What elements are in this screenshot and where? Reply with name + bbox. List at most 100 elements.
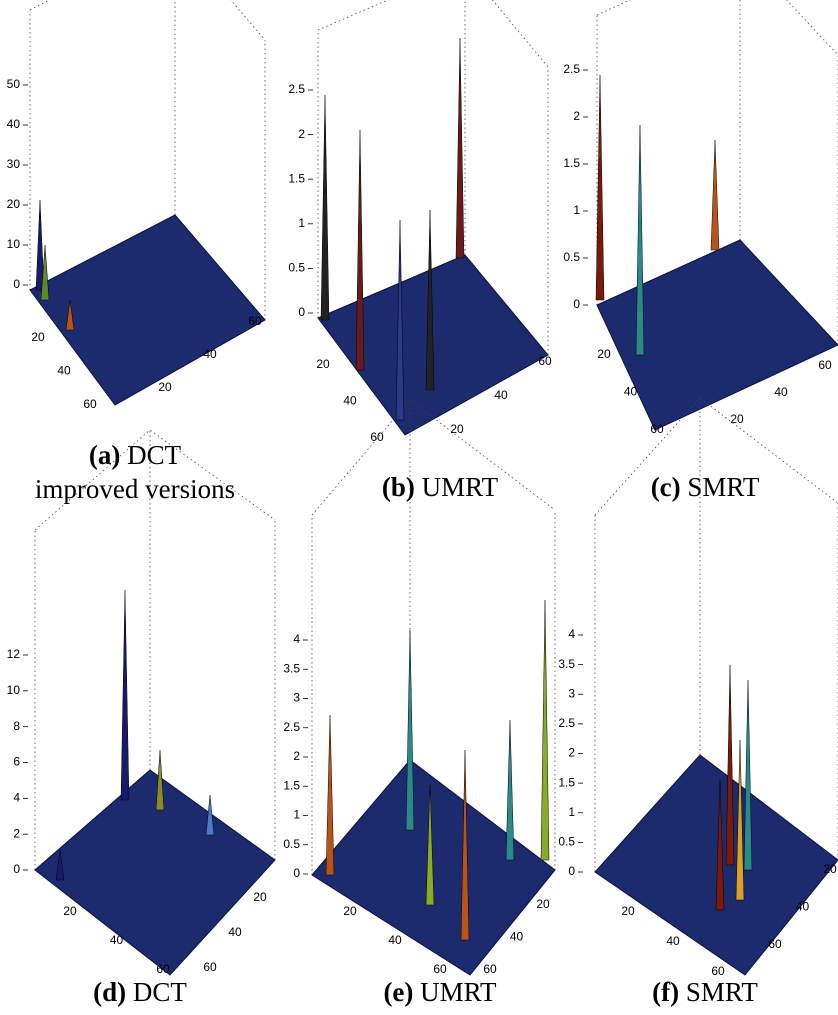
surface-peak — [735, 739, 745, 901]
caption: (f) SMRT — [652, 977, 758, 1007]
z-tick-label: 2 — [573, 109, 580, 123]
box-edge — [596, 0, 838, 56]
caption: (b) UMRT — [382, 472, 499, 502]
axis-tick-label: 60 — [768, 937, 782, 951]
surface-floor — [34, 769, 276, 976]
z-tick-label: 3 — [293, 691, 300, 705]
z-tick-label: 0 — [13, 862, 20, 876]
surface-floor — [596, 239, 838, 431]
z-tick-label: 0 — [13, 277, 20, 291]
axis-tick-label: 60 — [83, 397, 97, 411]
z-tick-label: 3.5 — [283, 661, 300, 675]
axis-tick-label: 40 — [57, 364, 71, 378]
caption-text: SMRT — [686, 977, 758, 1007]
caption-space — [415, 472, 422, 502]
surface-peak — [405, 629, 415, 831]
surface-peak — [40, 244, 50, 301]
caption-note: improved versions — [35, 474, 235, 504]
surface-peak — [320, 94, 330, 321]
axis-tick-label: 20 — [31, 330, 45, 344]
axis-tick-label: 40 — [110, 933, 124, 947]
box-edge — [34, 429, 276, 531]
axis-tick-label: 60 — [818, 358, 832, 372]
caption-label: (a) — [89, 440, 120, 470]
z-tick-label: 1 — [293, 808, 300, 822]
z-tick-label: 1 — [568, 805, 575, 819]
z-tick-label: 0 — [573, 297, 580, 311]
axis-tick-label: 20 — [536, 897, 550, 911]
caption-label: (e) — [383, 977, 413, 1007]
surface-peak — [35, 199, 45, 291]
axis-tick-label: 60 — [483, 962, 497, 976]
axis-tick-label: 40 — [388, 933, 402, 947]
caption-label: (c) — [651, 472, 681, 502]
z-tick-label: 4 — [293, 632, 300, 646]
axis-tick-label: 40 — [203, 347, 217, 361]
surface-peak — [425, 209, 435, 391]
z-tick-label: 2 — [568, 746, 575, 760]
caption-label: (d) — [93, 977, 126, 1007]
axis-tick-label: 60 — [370, 430, 384, 444]
box-edge — [317, 0, 549, 68]
axis-tick-label: 20 — [316, 357, 330, 371]
axis-tick-label: 20 — [63, 904, 77, 918]
z-tick-label: 50 — [7, 77, 21, 91]
z-tick-label: 0.5 — [288, 261, 305, 275]
axis-tick-label: 60 — [538, 354, 552, 368]
z-tick-label: 0 — [298, 305, 305, 319]
z-tick-label: 8 — [13, 719, 20, 733]
subplot: 0 0.5 1 1.5 2 2.5 20 40 60 20 40 60 (c) SMRT — [563, 0, 838, 502]
z-tick-label: 40 — [7, 117, 21, 131]
surface-peak — [65, 299, 75, 331]
z-tick-label: 20 — [7, 197, 21, 211]
axis-tick-label: 20 — [597, 347, 611, 361]
axis-tick-label: 40 — [624, 385, 638, 399]
surface-peak — [120, 589, 130, 801]
caption-text: DCT — [133, 977, 188, 1007]
z-tick-label: 1.5 — [288, 171, 305, 185]
surface-peak — [55, 849, 65, 881]
surface-floor — [311, 759, 556, 976]
z-tick-label: 2 — [298, 127, 305, 141]
surface-peak — [425, 784, 435, 906]
axis-tick-label: 60 — [711, 964, 725, 978]
surface-peak — [710, 139, 720, 251]
z-tick-label: 2.5 — [283, 720, 300, 734]
surface-floor — [29, 214, 266, 406]
box-edge — [29, 0, 266, 41]
surface-peak — [595, 74, 605, 301]
surface-peak — [505, 719, 515, 861]
surface-peak — [355, 129, 365, 371]
z-tick-label: 10 — [7, 683, 21, 697]
caption: (c) SMRT — [651, 472, 760, 502]
z-tick-label: 4 — [13, 791, 20, 805]
subplot: 0 0.5 1 1.5 2 2.5 20 40 60 20 40 60 (b) UMRT — [288, 0, 552, 502]
subplot: 0 10 20 30 40 50 20 40 60 20 40 60 (a) DCT improved v… — [7, 0, 266, 504]
caption-text: DCT — [127, 440, 182, 470]
z-tick-label: 3 — [568, 686, 575, 700]
z-tick-label: 0 — [293, 866, 300, 880]
surface-peak — [715, 779, 725, 911]
axis-tick-label: 40 — [774, 385, 788, 399]
z-tick-label: 0.5 — [283, 837, 300, 851]
caption: (e) UMRT — [383, 977, 497, 1007]
caption: (d) DCT — [93, 977, 187, 1007]
surface-peak — [325, 714, 335, 876]
surface-peak — [155, 749, 165, 811]
axis-tick-label: 20 — [823, 862, 837, 876]
axis-tick-label: 40 — [343, 394, 357, 408]
surface-peak — [395, 219, 405, 421]
z-tick-label: 0.5 — [558, 835, 575, 849]
axis-tick-label: 40 — [510, 930, 524, 944]
surface-floor — [594, 754, 838, 976]
z-tick-label: 1.5 — [563, 156, 580, 170]
caption-text: UMRT — [420, 977, 497, 1007]
z-tick-label: 4 — [568, 627, 575, 641]
z-tick-label: 30 — [7, 157, 21, 171]
caption-space — [679, 977, 686, 1007]
axis-tick-label: 40 — [796, 900, 810, 914]
caption-label: (b) — [382, 472, 415, 502]
z-tick-label: 3.5 — [558, 657, 575, 671]
z-tick-label: 1.5 — [558, 775, 575, 789]
